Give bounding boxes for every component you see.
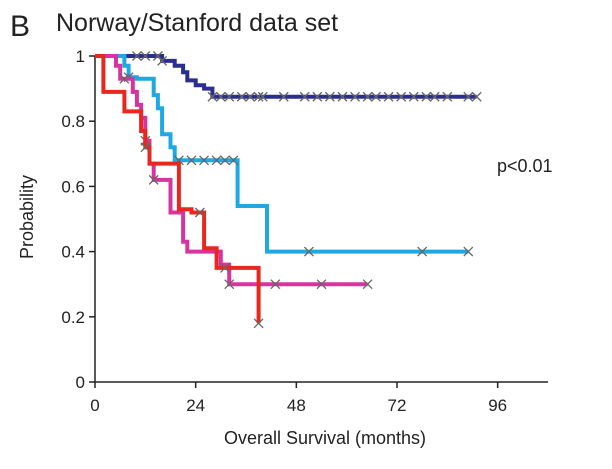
x-tick-label: 72 [388, 396, 407, 415]
censor-mark [362, 279, 373, 290]
censor-mark [371, 91, 381, 102]
y-tick-label: 1 [76, 47, 85, 66]
y-tick-label: 0.4 [61, 243, 85, 262]
censor-mark [224, 91, 235, 102]
panel-letter: B [10, 10, 30, 43]
censor-mark [442, 91, 453, 102]
censor-mark [215, 91, 226, 102]
censor-mark [257, 91, 268, 102]
censor-mark [421, 91, 432, 102]
censor-mark [463, 91, 474, 102]
censor-mark [157, 55, 168, 66]
series-line-red [95, 54, 261, 324]
censor-mark [270, 279, 281, 290]
x-axis-label: Overall Survival (months) [224, 428, 426, 448]
series-line-light-blue [95, 54, 469, 254]
x-tick-label: 24 [186, 396, 205, 415]
y-tick-label: 0.8 [61, 112, 85, 131]
censor-mark [417, 246, 428, 257]
censor-mark [194, 207, 205, 218]
series-layer [95, 51, 482, 329]
censor-mark [362, 91, 373, 102]
censor-mark [350, 91, 361, 102]
censor-mark [337, 91, 348, 102]
axes: 0 0.2 0.4 0.6 0.8 1 0 24 48 72 96 [61, 47, 548, 415]
censor-mark [207, 91, 218, 102]
censor-mark [220, 155, 230, 166]
censor-mark [253, 318, 264, 329]
censor-mark [199, 155, 210, 166]
censor-mark [148, 174, 159, 185]
censor-mark [471, 91, 482, 102]
censor-mark [186, 155, 197, 166]
censor-mark [316, 279, 327, 290]
y-axis-label: Probability [17, 175, 37, 259]
x-tick-label: 48 [287, 396, 306, 415]
y-tick-label: 0.6 [61, 177, 85, 196]
censor-mark [299, 91, 310, 102]
x-tick-label: 0 [90, 396, 99, 415]
censor-mark [228, 155, 239, 166]
censor-mark [140, 142, 151, 153]
p-value-annotation: p<0.01 [497, 156, 553, 176]
censor-mark [211, 155, 222, 166]
censor-mark [220, 262, 230, 273]
y-tick-label: 0 [76, 373, 85, 392]
y-tick-label: 0.2 [61, 308, 85, 327]
censor-marks-navy [131, 51, 482, 102]
censor-mark [408, 91, 419, 102]
censor-mark [324, 91, 335, 102]
censor-marks-red [140, 142, 264, 329]
x-tick-label: 96 [488, 396, 507, 415]
censor-mark [119, 73, 130, 84]
censor-mark [140, 51, 151, 61]
chart-title: Norway/Stanford data set [56, 9, 338, 37]
censor-mark [303, 246, 314, 257]
censor-mark [463, 246, 474, 257]
censor-mark [253, 91, 264, 102]
censor-mark [312, 91, 323, 102]
censor-mark [224, 279, 235, 290]
censor-mark [236, 91, 247, 102]
censor-mark [396, 91, 407, 102]
censor-mark [383, 91, 394, 102]
censor-mark [429, 91, 440, 102]
censor-mark [245, 91, 256, 102]
censor-mark [278, 91, 289, 102]
censor-mark [131, 51, 142, 61]
